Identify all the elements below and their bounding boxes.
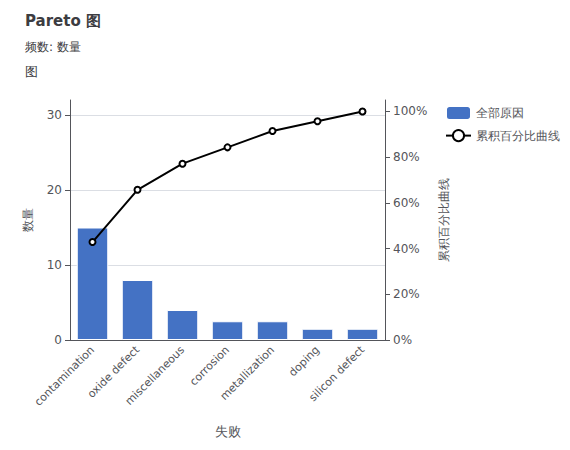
svg-text:80%: 80% [393,150,420,164]
svg-text:20%: 20% [393,287,420,301]
svg-text:30: 30 [47,108,62,122]
svg-text:10: 10 [47,258,62,272]
svg-text:数量: 数量 [21,208,35,232]
svg-text:metallization: metallization [218,343,278,403]
svg-text:Pareto 图: Pareto 图 [25,12,101,30]
svg-text:频数: 数量: 频数: 数量 [25,40,81,54]
svg-text:contamination: contamination [32,343,97,408]
svg-text:累积百分比曲线: 累积百分比曲线 [476,129,560,143]
svg-text:miscellaneous: miscellaneous [123,343,188,408]
svg-text:累积百分比曲线: 累积百分比曲线 [437,178,451,262]
svg-text:doping: doping [286,343,322,379]
svg-text:全部原因: 全部原因 [476,106,524,120]
svg-text:图: 图 [25,64,38,79]
svg-text:60%: 60% [393,196,420,210]
svg-text:oxide defect: oxide defect [84,343,143,401]
svg-text:0: 0 [54,333,62,347]
svg-text:40%: 40% [393,242,420,256]
svg-text:0%: 0% [393,333,412,347]
svg-text:corrosion: corrosion [187,343,232,388]
svg-text:silicon defect: silicon defect [306,343,367,404]
svg-text:100%: 100% [393,104,427,118]
svg-text:20: 20 [47,183,62,197]
svg-text:失败: 失败 [215,424,241,439]
